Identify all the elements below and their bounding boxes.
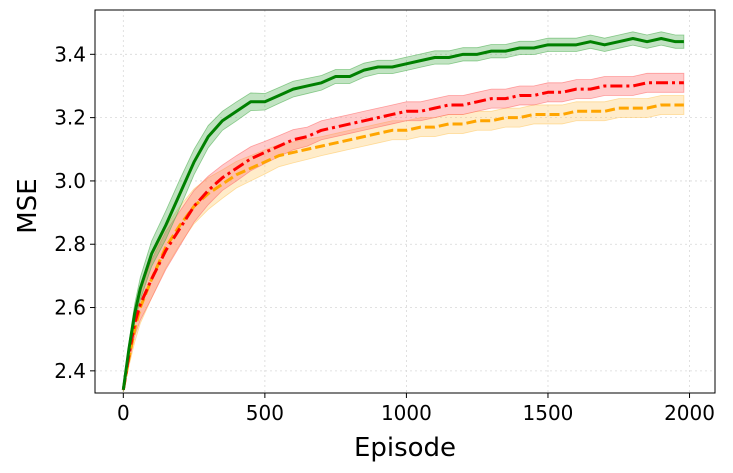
series-line (121, 81, 684, 391)
y-tick-label: 3.4 (54, 42, 86, 66)
x-tick-label: 2000 (664, 401, 715, 425)
y-tick-label: 2.6 (54, 296, 86, 320)
y-axis-label: MSE (13, 178, 43, 233)
x-tick-label: 1000 (381, 401, 432, 425)
x-tick-label: 0 (117, 401, 130, 425)
y-axis-ticks: 2.4 2.6 2.8 3.0 3.2 3.4 (54, 42, 95, 383)
y-tick-label: 2.4 (54, 359, 86, 383)
series-lines (121, 36, 684, 391)
plot-frame (94, 9, 716, 394)
confidence-bands (122, 31, 685, 392)
series-band (122, 95, 685, 392)
y-tick-label: 3.0 (54, 169, 86, 193)
y-tick-label: 2.8 (54, 232, 86, 256)
series-line (121, 36, 684, 391)
x-tick-label: 1500 (523, 401, 574, 425)
grid (95, 10, 715, 393)
x-axis-ticks: 0 500 1000 1500 2000 (117, 393, 715, 425)
x-axis-label: Episode (354, 433, 456, 463)
series-line (121, 103, 684, 391)
series-band (122, 31, 685, 392)
y-tick-label: 3.2 (54, 106, 86, 130)
x-tick-label: 500 (246, 401, 284, 425)
